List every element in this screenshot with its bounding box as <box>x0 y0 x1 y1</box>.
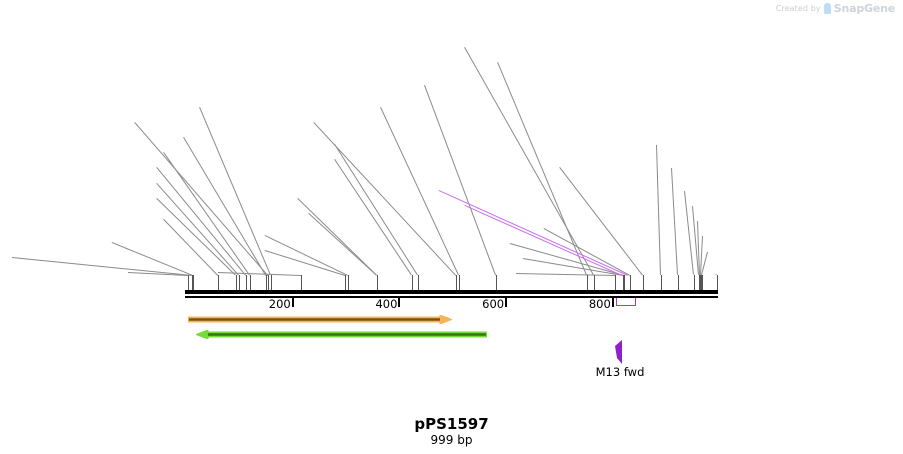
m13-fwd-label: M13 fwd <box>595 365 645 379</box>
restriction-site-tick <box>594 275 596 290</box>
label-leader-line <box>464 205 622 276</box>
restriction-site-tick <box>236 275 238 290</box>
ruler-tick <box>398 298 401 307</box>
restriction-site-tick <box>643 275 645 290</box>
m13-fwd-feature-arrow[interactable] <box>613 340 627 364</box>
label-leader-line <box>656 145 661 276</box>
restriction-site-tick <box>661 275 663 290</box>
restriction-site-tick <box>496 275 498 290</box>
restriction-site-tick <box>193 275 195 290</box>
label-leader-line <box>217 272 301 276</box>
label-leader-line <box>380 107 459 276</box>
restriction-site-tick <box>377 275 379 290</box>
restriction-site-tick <box>412 275 414 290</box>
restriction-site-tick <box>615 275 617 290</box>
ruler-tick-label: 600 <box>482 297 505 311</box>
label-leader-line <box>438 190 628 276</box>
ruler-tick <box>611 298 614 307</box>
restriction-site-tick <box>623 275 625 290</box>
restriction-site-tick <box>700 275 702 290</box>
restriction-site-tick <box>192 275 194 290</box>
label-leader-line <box>424 85 496 276</box>
backbone-line <box>185 295 718 298</box>
ruler-tick-label: 800 <box>588 297 611 311</box>
ruler-tick <box>505 298 508 307</box>
restriction-site-tick <box>188 275 190 290</box>
watermark-brand: SnapGene <box>833 2 895 15</box>
primer-binding-bracket <box>616 298 636 306</box>
restriction-site-tick <box>218 275 220 290</box>
restriction-site-tick <box>345 275 347 290</box>
restriction-site-tick <box>268 275 270 290</box>
restriction-site-tick <box>702 275 704 290</box>
label-leader-line <box>313 122 456 276</box>
label-leader-line <box>701 251 708 275</box>
label-leader-line <box>264 235 348 276</box>
label-leader-line <box>515 273 615 276</box>
ruler-tick-label: 200 <box>268 297 291 311</box>
restriction-site-tick <box>678 275 680 290</box>
feature-arrow-orange-feature[interactable] <box>188 315 452 324</box>
restriction-site-tick <box>301 275 303 290</box>
restriction-site-tick <box>271 275 273 290</box>
label-leader-line <box>671 168 678 276</box>
restriction-site-tick <box>459 275 461 290</box>
restriction-site-tick <box>694 275 696 290</box>
ruler-tick <box>291 298 294 307</box>
restriction-site-tick <box>587 275 589 290</box>
restriction-site-tick <box>418 275 420 290</box>
backbone-line <box>185 290 718 294</box>
restriction-site-tick <box>239 275 241 290</box>
label-leader-line <box>127 272 188 276</box>
restriction-site-tick <box>701 275 703 290</box>
plasmid-name: pPS1597 <box>414 415 489 433</box>
label-leader-line <box>684 191 694 276</box>
feature-arrow-green-feature[interactable] <box>196 330 487 339</box>
label-leader-line <box>183 137 266 276</box>
snapgene-logo-icon <box>823 3 831 14</box>
restriction-site-tick <box>250 275 252 290</box>
restriction-site-tick <box>266 275 268 290</box>
restriction-site-tick <box>717 275 719 290</box>
restriction-site-tick <box>630 275 632 290</box>
plasmid-size: 999 bp <box>430 433 473 447</box>
restriction-site-tick <box>624 275 626 290</box>
restriction-site-tick <box>348 275 350 290</box>
snapgene-watermark: Created by SnapGene <box>776 2 895 15</box>
restriction-site-tick <box>456 275 458 290</box>
ruler-tick-label: 400 <box>375 297 398 311</box>
restriction-site-tick <box>699 275 701 290</box>
restriction-site-tick <box>246 275 248 290</box>
label-leader-line <box>134 122 268 276</box>
watermark-created-by: Created by <box>775 4 821 13</box>
